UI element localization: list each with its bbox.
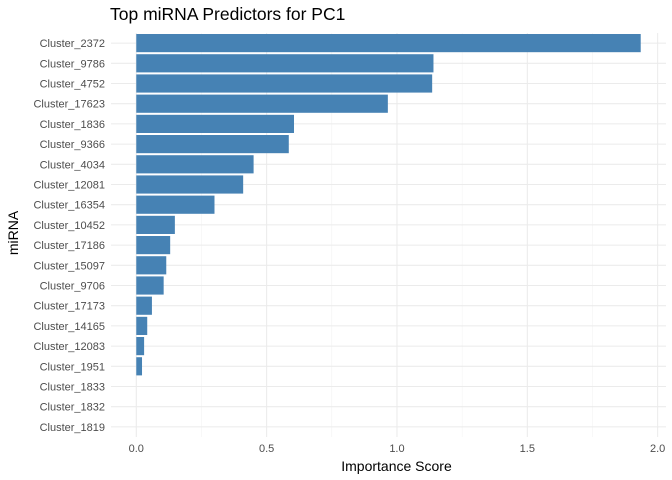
y-tick-label: Cluster_16354 — [33, 200, 105, 212]
y-tick-label: Cluster_15097 — [33, 260, 105, 272]
y-tick-label: Cluster_10452 — [33, 220, 105, 232]
y-tick-label: Cluster_1832 — [40, 402, 105, 414]
y-tick-label: Cluster_4034 — [40, 159, 105, 171]
y-tick-label: Cluster_2372 — [40, 38, 105, 50]
y-tick-label: Cluster_17623 — [33, 99, 105, 111]
bar-cluster-12083 — [136, 337, 145, 356]
y-tick-label: Cluster_9706 — [40, 281, 105, 293]
y-tick-label: Cluster_12081 — [33, 180, 105, 192]
x-tick-label: 1.0 — [389, 443, 404, 455]
y-tick-label: Cluster_9786 — [40, 58, 105, 70]
bar-cluster-1836 — [136, 114, 295, 133]
bars — [136, 34, 641, 376]
y-tick-label: Cluster_17173 — [33, 301, 105, 313]
bar-cluster-9786 — [136, 54, 434, 73]
bar-cluster-9366 — [136, 135, 289, 154]
bar-cluster-2372 — [136, 34, 641, 53]
bar-cluster-1951 — [136, 357, 143, 376]
bar-cluster-15097 — [136, 256, 167, 275]
x-axis-tick-labels: 0.0 0.5 1.0 1.5 2.0 — [129, 443, 666, 455]
bar-cluster-4034 — [136, 155, 254, 174]
y-tick-label: Cluster_1833 — [40, 382, 105, 394]
bar-cluster-17173 — [136, 296, 152, 315]
bar-cluster-17186 — [136, 236, 171, 255]
y-tick-label: Cluster_1836 — [40, 119, 105, 131]
x-axis-title: Importance Score — [341, 458, 452, 474]
x-tick-label: 2.0 — [650, 443, 665, 455]
y-tick-label: Cluster_1819 — [40, 422, 105, 434]
chart-title: Top miRNA Predictors for PC1 — [110, 4, 345, 24]
y-tick-label: Cluster_14165 — [33, 321, 105, 333]
y-tick-label: Cluster_12083 — [33, 341, 105, 353]
y-tick-label: Cluster_1951 — [40, 361, 105, 373]
bar-cluster-16354 — [136, 195, 215, 214]
bar-cluster-10452 — [136, 215, 175, 234]
bar-cluster-4752 — [136, 74, 433, 93]
y-axis-tick-labels: Cluster_2372 Cluster_9786 Cluster_4752 Clus… — [33, 38, 105, 434]
gridlines — [111, 33, 666, 437]
y-tick-label: Cluster_17186 — [33, 240, 105, 252]
x-tick-label: 0.0 — [129, 443, 144, 455]
y-tick-label: Cluster_4752 — [40, 79, 105, 91]
bar-cluster-17623 — [136, 94, 388, 113]
y-axis-title: miRNA — [5, 210, 21, 255]
x-tick-label: 1.5 — [520, 443, 535, 455]
x-tick-label: 0.5 — [259, 443, 274, 455]
bar-cluster-14165 — [136, 316, 148, 335]
bar-cluster-12081 — [136, 175, 244, 194]
bar-cluster-9706 — [136, 276, 164, 295]
y-tick-label: Cluster_9366 — [40, 139, 105, 151]
